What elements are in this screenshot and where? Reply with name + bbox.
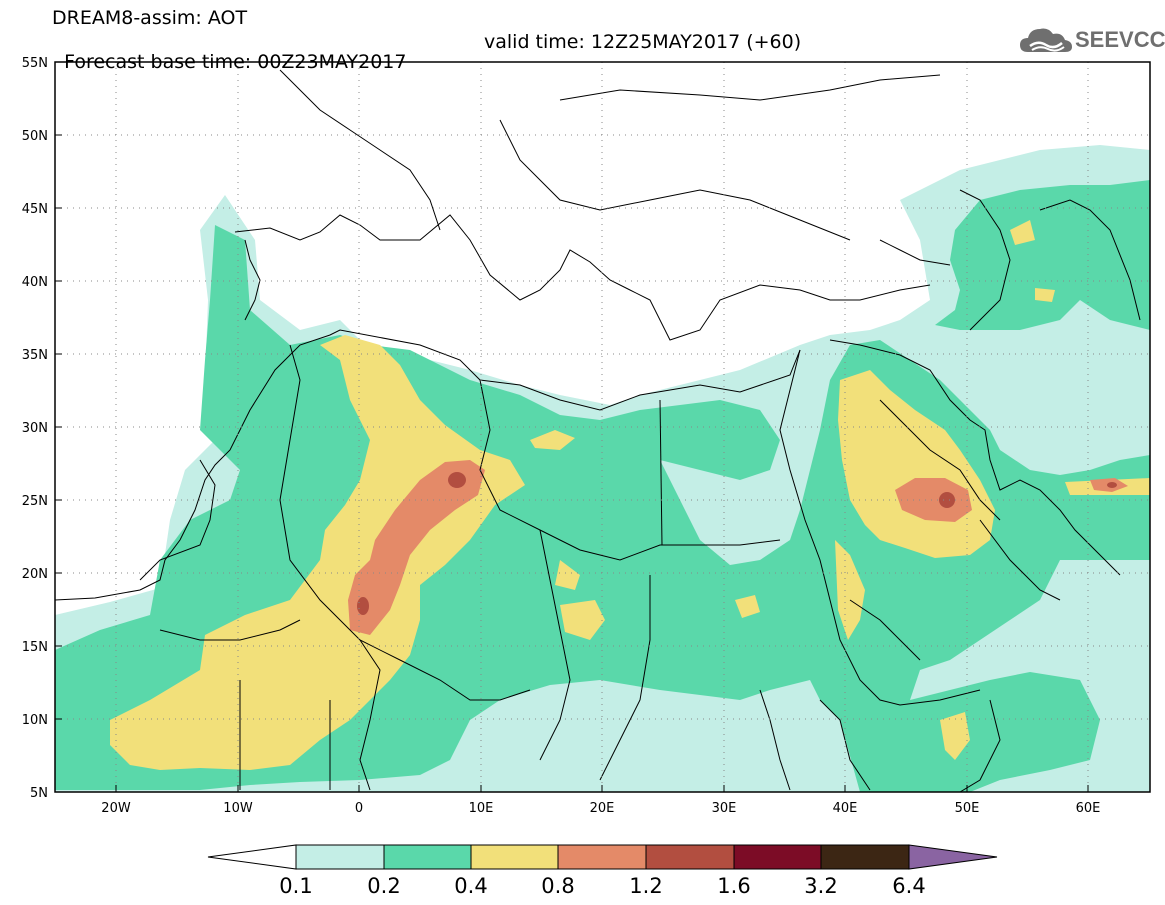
colorbar-swatch: [733, 844, 822, 870]
aot-contour-0-8: [348, 460, 1128, 635]
colorbar-over-arrow: [908, 844, 998, 870]
colorbar-under-arrow: [207, 844, 297, 870]
colorbar-swatch: [383, 844, 472, 870]
lat-label: 15N: [22, 640, 48, 655]
cloud-icon: [1020, 28, 1072, 52]
lon-label: 40E: [833, 801, 858, 816]
colorbar-label: 3.2: [804, 874, 837, 898]
lat-label: 25N: [22, 494, 48, 509]
lon-label: 10W: [223, 801, 253, 816]
lat-label: 50N: [22, 129, 48, 144]
map-title: DREAM8-assim: AOT: [52, 7, 248, 29]
lat-label: 55N: [22, 56, 48, 71]
lat-label: 30N: [22, 421, 48, 436]
colorbar-label: 1.2: [629, 874, 662, 898]
seevccc-logo: SEEVCCC: [1018, 22, 1165, 56]
colorbar-label: 0.8: [541, 874, 574, 898]
colorbar-swatch: [470, 844, 559, 870]
lat-label: 10N: [22, 713, 48, 728]
logo-text: SEEVCCC: [1075, 27, 1165, 52]
latitude-labels: 5N 10N 15N 20N 25N 30N 35N 40N 45N 50N 5…: [22, 56, 48, 801]
lon-label: 20E: [590, 801, 615, 816]
lat-label: 40N: [22, 275, 48, 290]
lon-label: 60E: [1076, 801, 1101, 816]
lon-label: 30E: [712, 801, 737, 816]
aot-field: [55, 145, 1150, 792]
colorbar-swatch: [645, 844, 735, 870]
graticule: [55, 62, 1150, 792]
colorbar-label: 0.1: [279, 874, 312, 898]
aot-contour-1-2: [357, 472, 1117, 615]
colorbar-label: 6.4: [892, 874, 925, 898]
colorbar-swatch: [557, 844, 647, 870]
coastlines: [55, 69, 1141, 792]
axis-ticks: [55, 61, 1089, 793]
lat-label: 45N: [22, 202, 48, 217]
valid-time: valid time: 12Z25MAY2017 (+60): [484, 31, 802, 53]
lat-label: 5N: [30, 786, 48, 801]
lon-label: 0: [355, 801, 363, 816]
colorbar: 0.1 0.2 0.4 0.8 1.2 1.6 3.2 6.4: [207, 844, 998, 898]
colorbar-swatch: [820, 844, 910, 870]
lon-label: 20W: [101, 801, 131, 816]
colorbar-label: 1.6: [717, 874, 750, 898]
lat-label: 35N: [22, 348, 48, 363]
lon-label: 10E: [469, 801, 494, 816]
colorbar-swatch: [295, 844, 385, 870]
lat-label: 20N: [22, 567, 48, 582]
lon-label: 50E: [955, 801, 980, 816]
longitude-labels: 20W 10W 0 10E 20E 30E 40E 50E 60E: [101, 801, 1100, 816]
colorbar-label: 0.4: [454, 874, 487, 898]
colorbar-label: 0.2: [367, 874, 400, 898]
